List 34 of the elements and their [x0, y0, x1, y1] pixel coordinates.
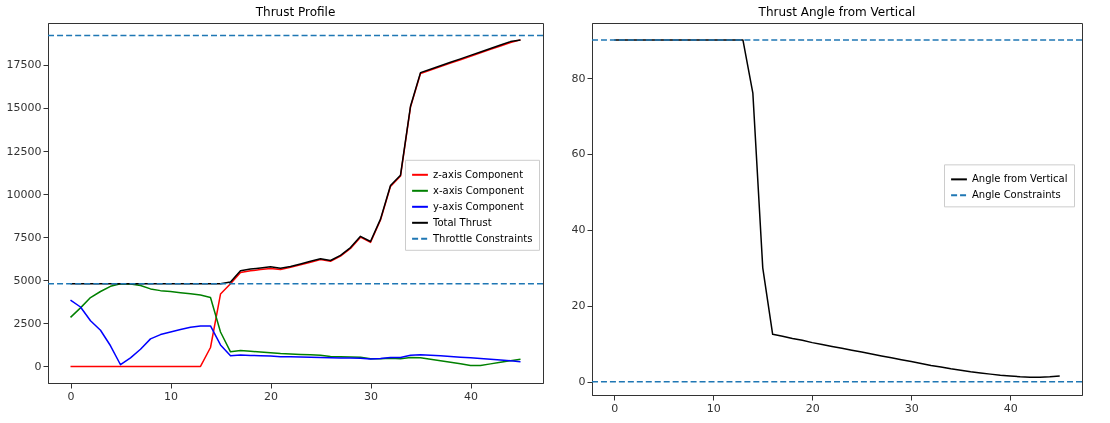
y-tick-label: 5000 — [13, 273, 42, 287]
y-tick-label: 80 — [571, 71, 586, 85]
legend-label: Throttle Constraints — [432, 232, 533, 244]
x-tick-label: 30 — [904, 401, 919, 415]
y-tick-label: 0 — [578, 375, 586, 389]
y-tick-label: 40 — [571, 223, 586, 237]
line-series — [69, 299, 522, 366]
chart-title: Thrust Angle from Vertical — [757, 5, 916, 19]
legend-label: Angle Constraints — [972, 189, 1061, 201]
x-tick-label: 0 — [67, 389, 75, 403]
legend-label: Angle from Vertical — [972, 173, 1068, 185]
y-tick-label: 20 — [571, 299, 586, 313]
legend-label: z-axis Component — [433, 168, 524, 180]
x-tick-label: 40 — [464, 389, 478, 403]
legend-label: y-axis Component — [433, 200, 524, 212]
y-tick-label: 60 — [571, 147, 586, 161]
chart-title: Thrust Profile — [254, 5, 336, 19]
y-tick-label: 17500 — [6, 58, 42, 72]
x-tick-label: 30 — [364, 389, 378, 403]
legend-label: Total Thrust — [432, 216, 492, 228]
y-tick-label: 12500 — [6, 144, 42, 158]
legend-label: x-axis Component — [433, 184, 524, 196]
y-tick-label: 7500 — [13, 230, 42, 244]
y-tick-label: 2500 — [13, 316, 42, 330]
y-tick-label: 10000 — [6, 187, 42, 201]
x-tick-label: 0 — [611, 401, 619, 415]
x-tick-label: 10 — [706, 401, 721, 415]
y-tick-label: 15000 — [6, 101, 42, 115]
line-series — [69, 282, 522, 367]
x-tick-label: 40 — [1003, 401, 1018, 415]
x-tick-label: 20 — [264, 389, 278, 403]
y-tick-label: 0 — [34, 359, 42, 373]
x-tick-label: 10 — [164, 389, 178, 403]
x-tick-label: 20 — [805, 401, 820, 415]
